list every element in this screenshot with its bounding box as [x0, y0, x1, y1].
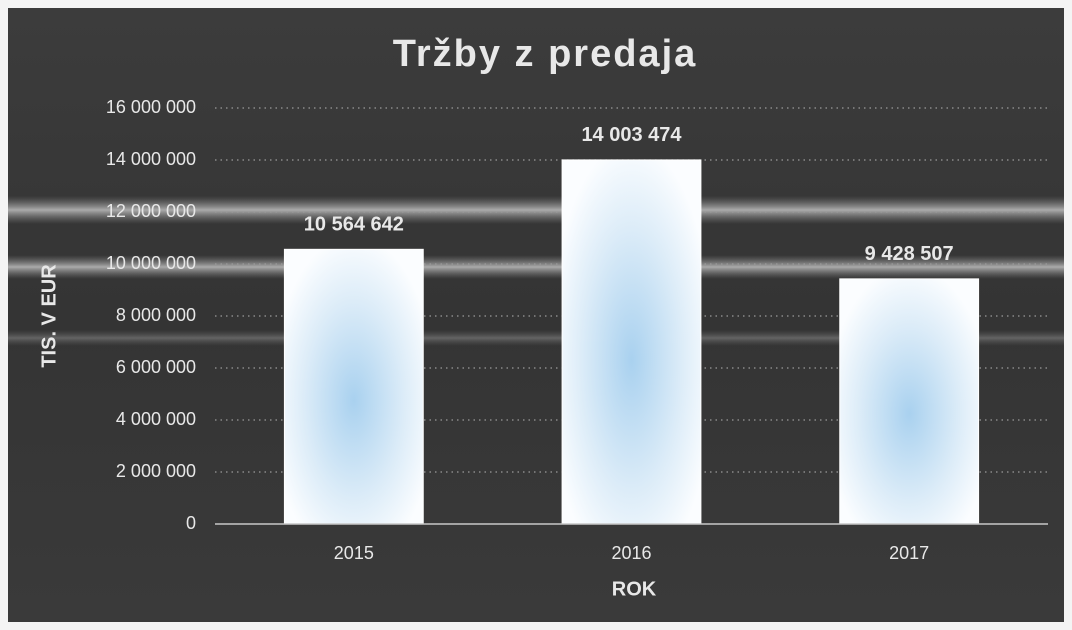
data-label: 14 003 474: [581, 124, 682, 146]
data-label: 9 428 507: [865, 243, 954, 265]
x-tick-label: 2017: [889, 543, 929, 563]
bar: [561, 159, 702, 525]
y-tick-label: 14 000 000: [106, 149, 196, 169]
y-tick-label: 4 000 000: [116, 409, 196, 429]
y-tick-label: 16 000 000: [106, 97, 196, 117]
y-tick-label: 8 000 000: [116, 305, 196, 325]
data-label: 10 564 642: [304, 214, 404, 236]
bar: [839, 278, 980, 525]
y-axis-label: TIS. V EUR: [38, 264, 60, 368]
y-tick-label: 12 000 000: [106, 201, 196, 221]
background-stripe: [8, 196, 1064, 224]
background-stripe: [8, 330, 1064, 346]
chart-title: Tržby z predaja: [393, 33, 698, 75]
y-tick-label: 0: [186, 513, 196, 533]
x-axis-label: ROK: [612, 578, 657, 600]
bar: [283, 248, 424, 525]
y-tick-label: 10 000 000: [106, 253, 196, 273]
background-stripe: [8, 255, 1064, 279]
y-tick-label: 6 000 000: [116, 357, 196, 377]
x-tick-label: 2016: [611, 543, 651, 563]
y-tick-label: 2 000 000: [116, 461, 196, 481]
x-tick-label: 2015: [334, 543, 374, 563]
